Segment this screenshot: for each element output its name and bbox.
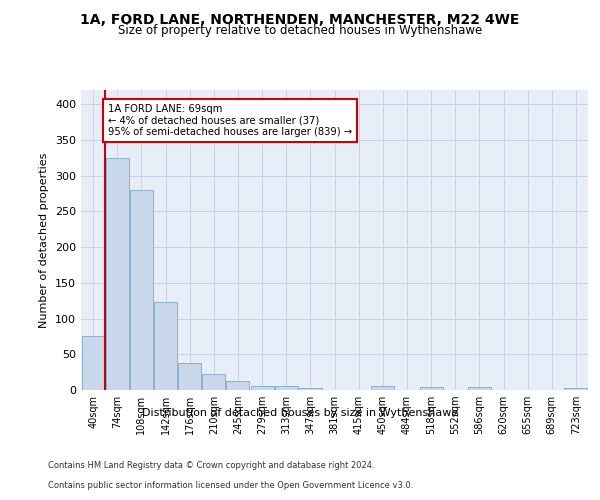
Bar [275, 386, 298, 390]
Bar [468, 387, 491, 390]
Y-axis label: Number of detached properties: Number of detached properties [40, 152, 49, 328]
Text: 1A, FORD LANE, NORTHENDEN, MANCHESTER, M22 4WE: 1A, FORD LANE, NORTHENDEN, MANCHESTER, M… [80, 12, 520, 26]
Bar [565, 388, 587, 390]
Bar [106, 158, 128, 390]
Bar [154, 302, 177, 390]
Bar [251, 386, 274, 390]
Bar [202, 374, 225, 390]
Bar [178, 363, 201, 390]
Text: 1A FORD LANE: 69sqm
← 4% of detached houses are smaller (37)
95% of semi-detache: 1A FORD LANE: 69sqm ← 4% of detached hou… [107, 104, 352, 138]
Bar [130, 190, 153, 390]
Bar [226, 382, 250, 390]
Bar [299, 388, 322, 390]
Bar [82, 336, 104, 390]
Text: Size of property relative to detached houses in Wythenshawe: Size of property relative to detached ho… [118, 24, 482, 37]
Text: Contains HM Land Registry data © Crown copyright and database right 2024.: Contains HM Land Registry data © Crown c… [48, 461, 374, 470]
Text: Contains public sector information licensed under the Open Government Licence v3: Contains public sector information licen… [48, 481, 413, 490]
Bar [371, 386, 394, 390]
Bar [419, 387, 443, 390]
Text: Distribution of detached houses by size in Wythenshawe: Distribution of detached houses by size … [142, 408, 458, 418]
